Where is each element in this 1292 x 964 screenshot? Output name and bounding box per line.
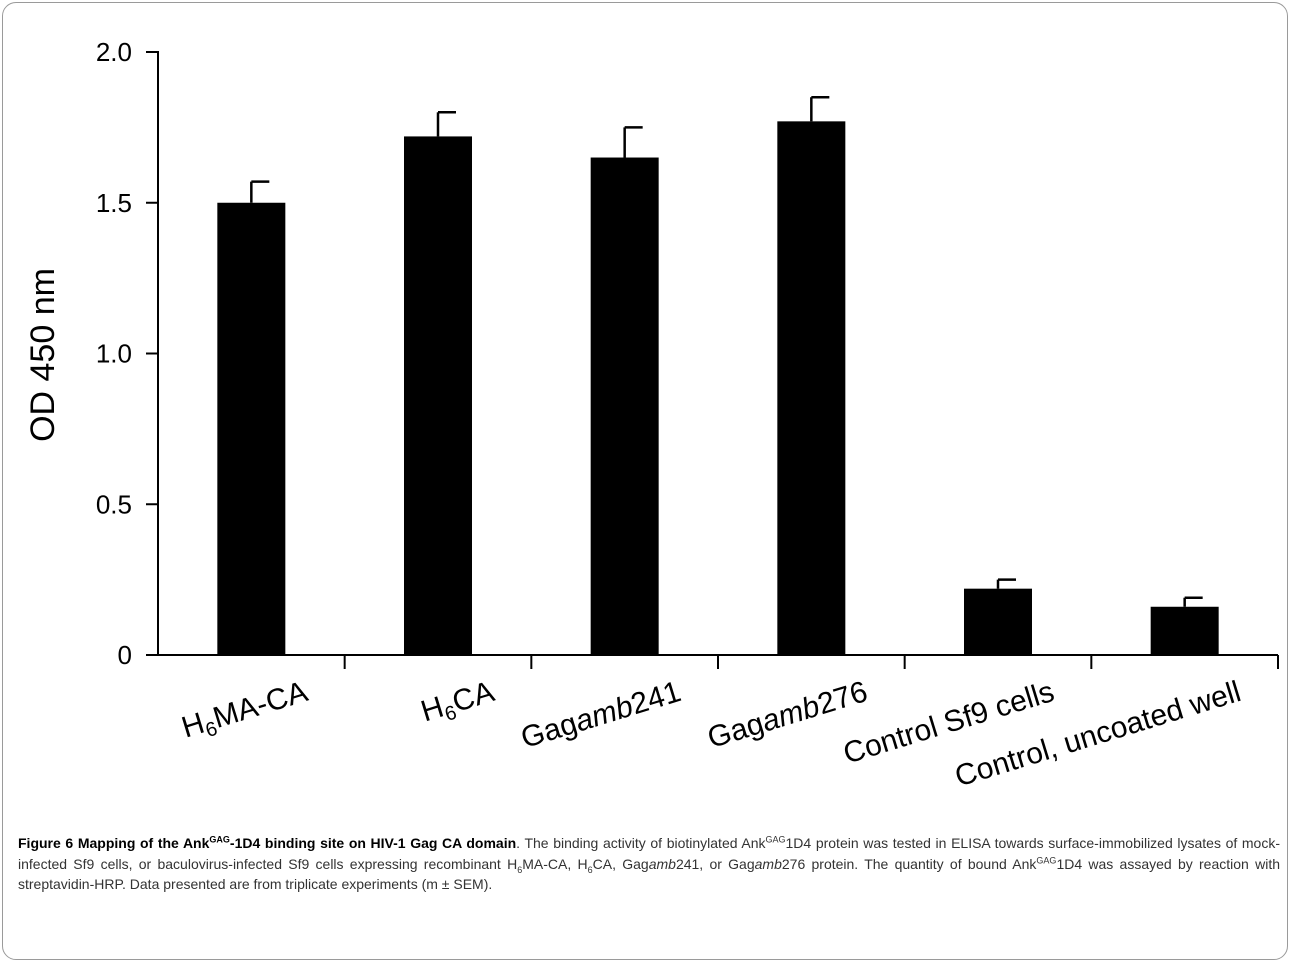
category-label-part: Gag (704, 707, 768, 755)
caption-text-part: 241, or Gag (675, 855, 755, 872)
bar (404, 136, 472, 656)
caption-text-part: -1D4 binding site on HIV-1 Gag CA domain (229, 835, 517, 851)
category-label: Gagamb241 (517, 675, 685, 755)
category-label-part: Gag (517, 707, 581, 755)
category-label: H6CA (417, 675, 499, 732)
caption-text-part: CA, Gag (592, 855, 649, 872)
category-label: H6MA-CA (178, 675, 313, 748)
y-tick-label: 1.0 (96, 339, 132, 369)
caption-text-part: 276 protein. The quantity of bound Ank (781, 855, 1037, 872)
caption-text-part: GAG (209, 834, 230, 845)
bar (217, 202, 286, 655)
category-label-part: CA (449, 675, 499, 719)
y-tick-label: 0.5 (96, 489, 132, 519)
caption-title: Figure 6 Mapping of the AnkGAG-1D4 bindi… (18, 835, 516, 851)
bar (964, 588, 1032, 655)
chart-axes (157, 51, 1278, 656)
caption-text-part: 6 (517, 864, 523, 875)
bar (590, 157, 659, 655)
caption-body: . The binding activity of biotinylated A… (18, 835, 1280, 892)
y-tick-label: 1.5 (96, 188, 132, 218)
category-label-part: amb (571, 690, 636, 739)
bar-chart: 00.51.01.52.0 H6MA-CA H6CAGagamb241Gagamb… (24, 37, 1279, 793)
caption-text-part: Figure 6 Mapping of the Ank (18, 835, 210, 851)
caption-text-part: 1D4 protein was tested in ELISA towards … (18, 835, 1281, 872)
category-label-part: 276 (814, 675, 872, 721)
bar (777, 121, 846, 656)
caption-text-part: . The binding activity of biotinylated A… (516, 835, 766, 851)
category-label-part: 241 (627, 675, 685, 721)
caption-text-part: MA-CA, H (522, 855, 588, 872)
category-label-part: MA-CA (209, 675, 311, 735)
chart-ticks: 0 0.5 1.0 1.5 2.0 (96, 37, 1279, 670)
caption-text-part: amb (754, 855, 782, 872)
caption-text-part: GAG (1036, 854, 1057, 865)
y-tick-label: 2.0 (96, 37, 132, 67)
caption-text-part: amb (648, 855, 676, 872)
figure-caption: Figure 6 Mapping of the AnkGAG-1D4 bindi… (18, 833, 1280, 895)
chart-error-bars (250, 95, 1203, 607)
bar (1150, 606, 1219, 655)
caption-text-part: 6 (587, 864, 593, 875)
y-tick-label: 0 (118, 640, 132, 670)
caption-text-part: GAG (765, 834, 786, 845)
chart-bars (217, 121, 1219, 656)
category-label-part: amb (758, 690, 823, 739)
y-axis-label: OD 450 nm (24, 268, 62, 442)
caption-text-part: 1D4 was assayed by reaction with strepta… (18, 855, 1280, 893)
